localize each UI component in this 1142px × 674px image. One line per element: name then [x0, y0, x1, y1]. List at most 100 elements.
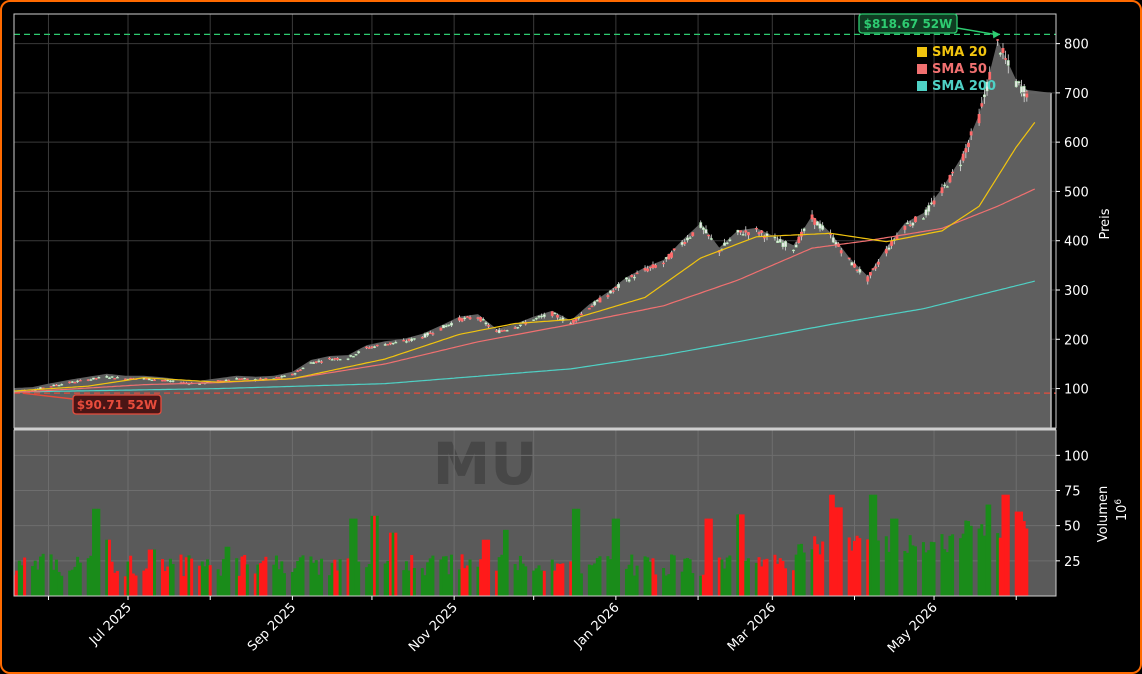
volume-bar — [746, 558, 750, 596]
candle — [1025, 89, 1029, 102]
candle-body — [871, 268, 875, 270]
volume-bar — [831, 494, 835, 596]
volume-bar — [272, 564, 276, 596]
candle — [460, 318, 464, 323]
candle-body — [370, 346, 374, 348]
volume-bar — [717, 557, 721, 596]
volume-bar — [980, 524, 984, 596]
candle-body — [460, 318, 464, 322]
candle-body — [73, 382, 77, 384]
volume-bar — [606, 556, 610, 596]
candle — [969, 128, 973, 141]
candle — [410, 337, 414, 343]
volume-bar — [998, 537, 1002, 596]
candle-body — [68, 381, 72, 384]
candle-body — [389, 342, 392, 345]
low-52w-label-box — [72, 394, 162, 415]
volume-bar — [282, 573, 286, 596]
volume-bar — [497, 557, 501, 596]
volume-bar — [876, 540, 880, 596]
candle-body — [171, 380, 175, 382]
volume-bar — [57, 571, 61, 596]
candle — [922, 216, 925, 220]
candle-body — [572, 320, 575, 323]
candle-body — [1004, 58, 1008, 60]
candle-body — [977, 113, 981, 124]
volume-bar — [23, 557, 27, 596]
candle-body — [874, 266, 878, 269]
volume-bar — [335, 570, 339, 596]
candle — [500, 329, 504, 332]
candle-body — [105, 375, 109, 378]
volume-bar — [940, 534, 944, 596]
volume-panel-border — [13, 429, 1057, 597]
volume-bar — [813, 536, 817, 596]
volume-bar — [351, 518, 355, 596]
volume-bar — [728, 555, 732, 596]
volume-bar — [375, 515, 379, 596]
candle — [298, 369, 302, 371]
candle — [884, 245, 888, 257]
volume-bar — [200, 561, 204, 596]
volume-bar — [357, 561, 361, 596]
volume-bar — [457, 569, 461, 596]
candle — [1014, 79, 1018, 88]
volume-bar — [97, 508, 101, 596]
volume-tick-label: 100 — [1064, 449, 1089, 464]
candle-body — [964, 148, 968, 153]
candle — [428, 330, 432, 334]
candle-body — [688, 237, 692, 239]
low-52w-arrow — [22, 392, 74, 400]
candle — [633, 274, 636, 281]
volume-bar — [858, 538, 862, 596]
candle — [293, 372, 297, 376]
volume-bar — [672, 555, 676, 596]
candle-body — [686, 237, 689, 241]
candle-body — [497, 329, 501, 334]
candle-body — [296, 370, 300, 372]
volume-bar — [574, 508, 578, 596]
candle-body — [773, 236, 777, 239]
candle-body — [52, 384, 56, 387]
volume-bar — [338, 559, 342, 596]
volume-bar — [208, 565, 212, 596]
candle-body — [707, 234, 711, 237]
candle — [116, 376, 119, 379]
candle-body — [701, 227, 705, 230]
volume-bar — [346, 558, 350, 596]
candle-body — [1014, 80, 1018, 88]
volume-bar — [412, 567, 416, 596]
candle — [553, 312, 557, 315]
volume-bar — [595, 558, 599, 596]
candle — [503, 329, 506, 332]
price-tick-label: 700 — [1064, 87, 1089, 102]
volume-bar — [298, 557, 302, 596]
candle-body — [1020, 86, 1023, 94]
volume-bar — [388, 532, 392, 596]
candle — [662, 261, 665, 268]
volume-bar — [797, 544, 801, 596]
volume-bar — [892, 518, 896, 596]
candle-body — [985, 81, 989, 92]
volume-bar — [571, 508, 575, 596]
candle-body — [884, 248, 888, 254]
volume-bar — [617, 518, 621, 596]
candle — [224, 378, 228, 382]
candle — [736, 229, 740, 236]
candle — [747, 231, 750, 240]
volume-bar — [49, 554, 53, 596]
candle-body — [259, 378, 262, 380]
candle-body — [924, 209, 928, 216]
candle-body — [383, 344, 387, 346]
candle — [611, 288, 615, 294]
volume-bar — [903, 551, 907, 596]
candle — [349, 355, 353, 358]
price-tick-label: 400 — [1064, 235, 1089, 250]
volume-bar — [784, 568, 788, 596]
volume-bar — [274, 555, 278, 596]
candle — [317, 359, 321, 363]
candle-body — [513, 327, 517, 329]
candle — [707, 234, 711, 240]
volume-bar — [1025, 528, 1029, 596]
volume-bar — [150, 549, 154, 596]
